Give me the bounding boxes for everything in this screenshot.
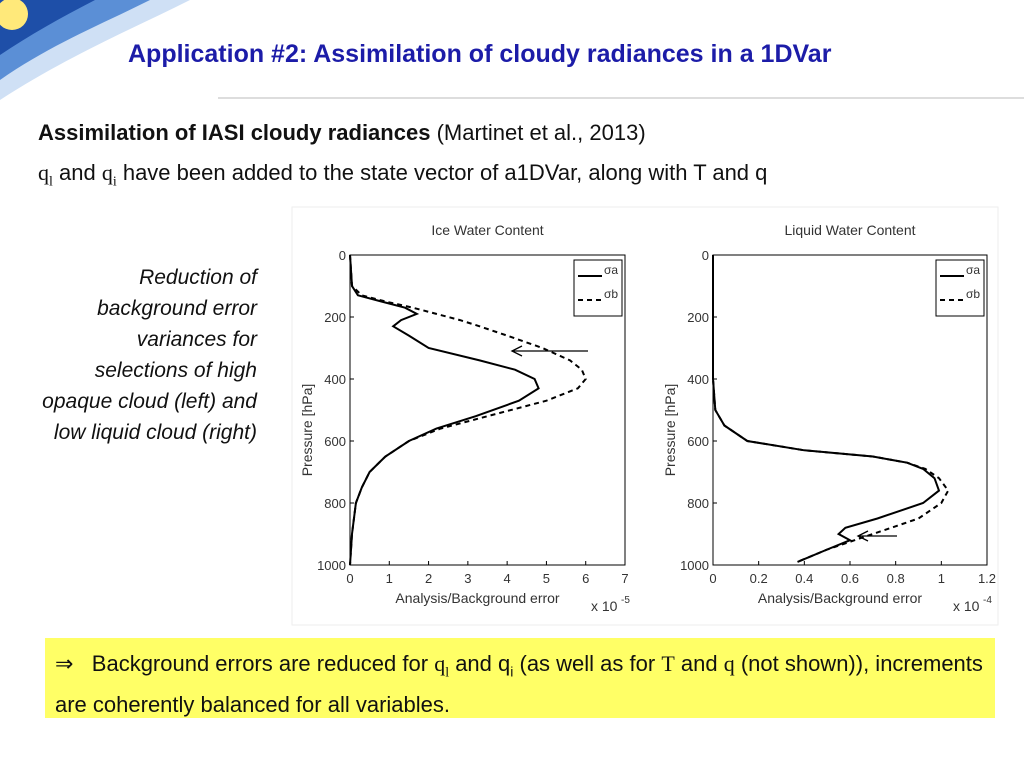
x-tick-label: 1.2 xyxy=(978,571,996,586)
x-tick-label: 0.2 xyxy=(750,571,768,586)
y-tick-label: 0 xyxy=(702,248,709,263)
text: have been added to the state vector of a… xyxy=(116,160,768,185)
series-line xyxy=(712,255,941,563)
x-axis-label: Analysis/Background error xyxy=(758,590,923,606)
chart-title: Liquid Water Content xyxy=(785,222,916,238)
subscript: i xyxy=(510,663,514,680)
x-tick-label: 7 xyxy=(621,571,628,586)
x-tick-label: 4 xyxy=(504,571,511,586)
x-tick-label: 1 xyxy=(386,571,393,586)
x-tick-label: 0.8 xyxy=(887,571,905,586)
x-exponent: -4 xyxy=(983,595,992,606)
conclusion-box: ⇒ Background errors are reduced for ql a… xyxy=(45,638,995,718)
symbol: T xyxy=(661,651,675,676)
legend-label: σa xyxy=(966,263,980,277)
symbol: q xyxy=(38,160,49,185)
y-tick-label: 1000 xyxy=(317,558,346,573)
text: Background errors are reduced for xyxy=(91,651,435,676)
y-tick-label: 400 xyxy=(324,372,346,387)
legend-box xyxy=(935,259,985,317)
text: and q xyxy=(449,651,511,676)
series-line xyxy=(349,254,587,566)
text: and xyxy=(52,160,102,185)
subscript: l xyxy=(49,174,53,190)
series-line xyxy=(712,255,950,563)
text: (as well as for xyxy=(513,651,662,676)
arrow-head xyxy=(510,345,523,357)
symbol: q xyxy=(723,651,735,676)
x-tick-label: 6 xyxy=(582,571,589,586)
subtitle: Assimilation of IASI cloudy radiances (M… xyxy=(38,120,646,146)
x-tick-label: 1 xyxy=(938,571,945,586)
series-line xyxy=(349,254,540,566)
x-tick-label: 0 xyxy=(346,571,353,586)
logo-sun xyxy=(0,0,28,30)
text: (not shown)), increments are coherently … xyxy=(55,651,983,718)
reference: (Martinet et al., 2013) xyxy=(436,120,646,145)
y-tick-label: 400 xyxy=(687,372,709,387)
subtitle-bold: Assimilation of IASI cloudy radiances xyxy=(38,120,431,145)
side-note: Reduction of background error variances … xyxy=(42,266,257,444)
symbol: q xyxy=(101,160,113,185)
x-tick-label: 0.4 xyxy=(795,571,813,586)
y-tick-label: 600 xyxy=(324,434,346,449)
x-tick-label: 3 xyxy=(464,571,471,586)
y-axis-label: Pressure [hPa] xyxy=(662,384,678,477)
y-axis-label: Pressure [hPa] xyxy=(299,384,315,477)
x-tick-label: 0.6 xyxy=(841,571,859,586)
y-tick-label: 600 xyxy=(687,434,709,449)
slide-title: Application #2: Assimilation of cloudy r… xyxy=(128,40,832,68)
y-tick-label: 200 xyxy=(687,310,709,325)
x-multiplier: x 10 xyxy=(953,598,980,614)
legend-label: σb xyxy=(966,287,980,301)
y-tick-label: 200 xyxy=(324,310,346,325)
x-tick-label: 2 xyxy=(425,571,432,586)
arrow-symbol: ⇒ xyxy=(55,651,74,676)
x-tick-label: 0 xyxy=(709,571,716,586)
chart-title: Ice Water Content xyxy=(431,222,543,238)
y-tick-label: 800 xyxy=(687,496,709,511)
legend-box xyxy=(573,259,623,317)
symbol: q xyxy=(434,651,446,676)
x-tick-label: 5 xyxy=(543,571,550,586)
subtitle-line: ql and qi have been added to the state v… xyxy=(38,160,767,190)
subscript: l xyxy=(445,665,450,681)
text: and xyxy=(674,651,724,676)
y-tick-label: 800 xyxy=(324,496,346,511)
x-axis-label: Analysis/Background error xyxy=(395,590,560,606)
y-tick-label: 0 xyxy=(339,248,346,263)
arrows xyxy=(510,345,897,542)
x-multiplier: x 10 xyxy=(591,598,618,614)
legend-label: σb xyxy=(604,287,618,301)
y-tick-label: 1000 xyxy=(680,558,709,573)
subscript: i xyxy=(112,174,117,190)
x-exponent: -5 xyxy=(621,595,630,606)
arrow-head xyxy=(856,530,869,542)
legend-label: σa xyxy=(604,263,618,277)
